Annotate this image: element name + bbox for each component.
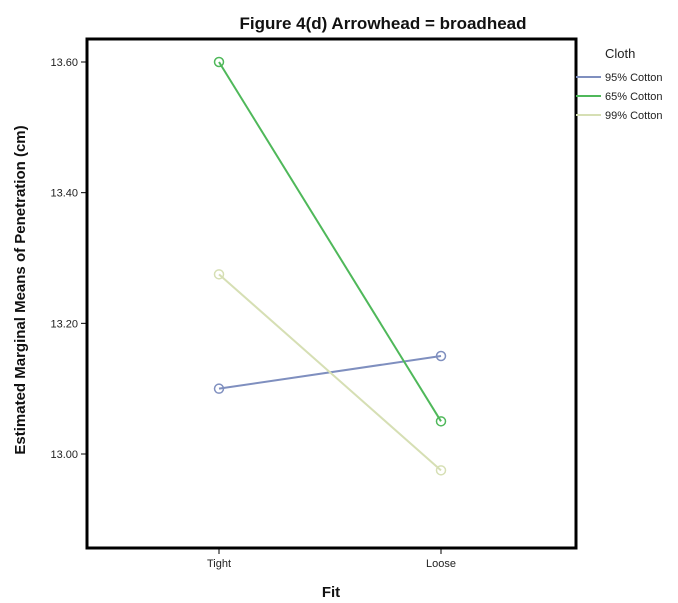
legend-entry: 99% Cotton <box>605 110 662 122</box>
chart-title: Figure 4(d) Arrowhead = broadhead <box>240 14 527 33</box>
legend-entry: 65% Cotton <box>605 91 662 103</box>
x-tick-label: Loose <box>426 558 456 570</box>
data-point <box>435 350 447 362</box>
legend-entry: 95% Cotton <box>605 72 662 84</box>
legend-title: Cloth <box>605 46 635 61</box>
y-tick-label: 13.60 <box>50 57 78 69</box>
series-layer <box>213 56 447 476</box>
y-axis-label: Estimated Marginal Means of Penetration … <box>12 125 29 454</box>
series-line <box>218 61 442 422</box>
data-point <box>213 56 225 68</box>
legend: Cloth 95% Cotton 65% Cotton 99% Cotton <box>576 46 662 122</box>
x-axis: Tight Loose <box>207 548 456 570</box>
y-tick-label: 13.20 <box>50 318 78 330</box>
series-line <box>218 273 442 472</box>
x-axis-label: Fit <box>322 584 340 601</box>
data-point <box>213 383 225 394</box>
data-point <box>213 269 225 280</box>
y-tick-label: 13.40 <box>50 188 78 200</box>
data-point <box>435 416 447 427</box>
x-tick-label: Tight <box>207 558 231 570</box>
y-axis: 13.00 13.20 13.40 13.60 <box>50 57 87 461</box>
data-point <box>435 465 447 476</box>
plot-area <box>85 37 578 550</box>
y-tick-label: 13.00 <box>50 449 78 461</box>
